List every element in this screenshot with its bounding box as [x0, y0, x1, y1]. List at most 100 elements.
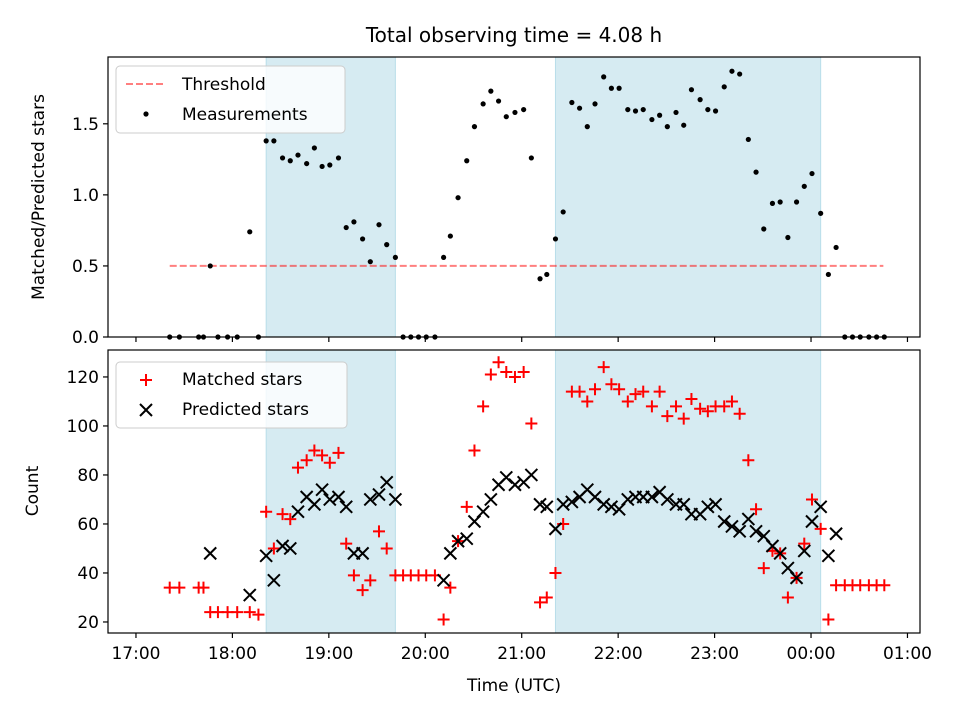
bottom-y-axis-label: Count [23, 465, 43, 516]
predicted-legend-swatch [139, 403, 153, 417]
matched-point [323, 456, 336, 469]
predicted-point [717, 514, 731, 529]
measurement-point [512, 109, 518, 116]
matched-point [718, 400, 731, 413]
predicted-point [805, 514, 819, 529]
x-tick-label: 01:00 [883, 644, 932, 664]
plot-frame [107, 349, 921, 634]
matched-point [805, 493, 818, 506]
x-tick-label: 00:00 [787, 644, 836, 664]
predicted-point [645, 490, 659, 504]
measurement-point [392, 254, 398, 261]
matched-point [508, 370, 521, 383]
matched-legend-swatch [140, 374, 152, 386]
x-axis-label: Time (UTC) [466, 676, 561, 696]
matched-point [517, 366, 530, 379]
matched-point [757, 562, 770, 575]
predicted-point [243, 588, 257, 602]
bottom-legend-box [115, 361, 348, 429]
matched-point [589, 383, 602, 396]
bottom-panel: 17:00 18:00 19:00 20:00 21:00 22:00 23:00 00:00… [23, 349, 932, 696]
predicted-point [524, 468, 539, 482]
matched-point [701, 405, 714, 418]
matched-point [460, 500, 473, 513]
predicted-point [443, 546, 458, 561]
matched-point [300, 454, 313, 467]
predicted-point [363, 492, 378, 507]
predicted-point [476, 505, 490, 519]
predicted-point [339, 500, 353, 514]
measurement-point [263, 138, 269, 144]
measurement-point [649, 116, 655, 123]
measurement-point [625, 106, 631, 113]
matched-point [725, 395, 738, 408]
matched-point [364, 574, 377, 587]
matched-point [525, 417, 538, 430]
x-tick-label: 23:00 [690, 644, 739, 664]
matched-point [613, 383, 626, 396]
matched-point [798, 537, 811, 550]
matched-point [356, 584, 369, 597]
matched-point [645, 400, 658, 413]
predicted-point [821, 549, 836, 563]
y-tick-label: 1.0 [72, 186, 99, 206]
matched-point [621, 395, 634, 408]
matched-point [814, 522, 827, 535]
measurement-point [376, 222, 382, 228]
x-tick-label: 20:00 [401, 644, 450, 664]
top-legend: Threshold Measurements [115, 65, 346, 134]
shaded-interval [554, 56, 822, 338]
x-tick-label: 18:00 [208, 644, 257, 664]
measurement-point [441, 254, 447, 261]
predicted-point [596, 497, 611, 512]
matched-point [380, 542, 393, 555]
predicted-point [789, 571, 804, 585]
measurement-point [287, 158, 293, 164]
measurement-point [537, 276, 543, 282]
matched-point [677, 412, 690, 425]
matched-point [742, 454, 755, 467]
predicted-point [660, 492, 675, 507]
x-tick-label: 19:00 [304, 644, 353, 664]
predicted-point [460, 531, 474, 546]
measurement-point [818, 210, 824, 216]
matched-point [573, 385, 586, 398]
matched-point [637, 385, 650, 398]
measurement-point [608, 85, 615, 91]
predicted-point [484, 492, 498, 507]
measurement-point [833, 244, 839, 251]
measurement-point [311, 145, 317, 151]
top-y-axis-label: Matched/Predicted stars [29, 94, 49, 300]
predicted-point [315, 482, 329, 497]
predicted-point [307, 497, 322, 512]
measurement-point [359, 236, 366, 242]
measurement-point [464, 158, 470, 164]
measurement-point [632, 108, 639, 114]
predicted-point [565, 495, 579, 509]
matched-point [605, 378, 618, 391]
predicted-legend-label: Predicted stars [182, 400, 309, 420]
measurement-point [343, 224, 349, 231]
y-tick-label: 120 [67, 368, 99, 388]
predicted-point [677, 497, 691, 512]
measurement-point [304, 160, 310, 167]
matched-point [197, 581, 210, 594]
measurement-point [761, 226, 767, 232]
measurement-point [712, 108, 719, 114]
predicted-point [732, 524, 747, 539]
predicted-point [331, 490, 346, 504]
count-points [163, 356, 891, 626]
measurement-point [560, 209, 566, 215]
chart-title: Total observing time = 4.08 h [365, 23, 662, 47]
measurement-point [801, 183, 807, 189]
measurement-point [447, 233, 453, 239]
measurement-point [207, 263, 213, 269]
matched-point [477, 400, 490, 413]
matched-point [468, 444, 481, 457]
measurement-point [681, 122, 687, 128]
measurement-point [247, 229, 253, 235]
matched-point [276, 508, 289, 521]
matched-point [500, 366, 513, 379]
predicted-point [283, 541, 297, 556]
